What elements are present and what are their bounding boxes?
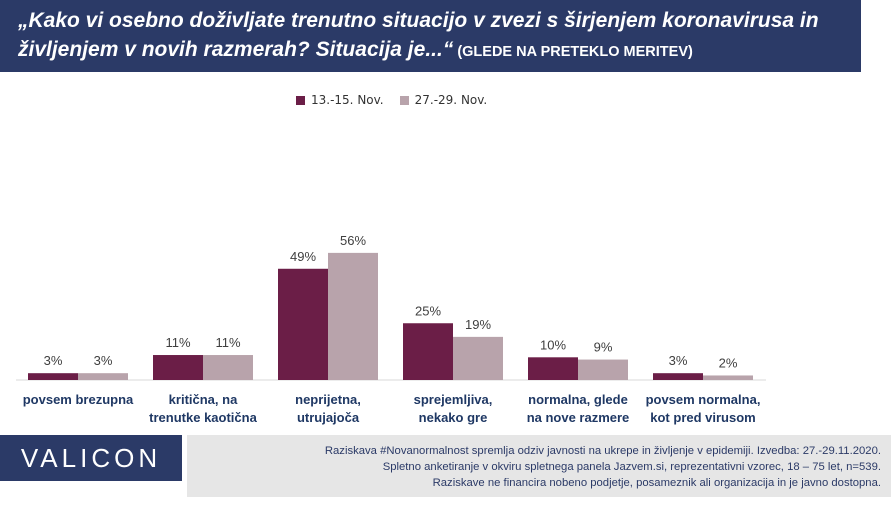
category-label-line: kot pred virusom (650, 410, 755, 425)
category-label-6: povsem normalna, kot pred virusom (646, 392, 761, 425)
data-label-series1-3: 49% (290, 249, 316, 264)
bar-series2-4 (453, 336, 503, 380)
category-label-line: trenutke kaotična (149, 410, 257, 425)
legend-label-series1: 13.-15. Nov. (311, 93, 384, 107)
legend: 13.-15. Nov. 27.-29. Nov. (296, 91, 503, 109)
data-label-series2-2: 11% (215, 335, 240, 350)
title-banner: „Kako vi osebno doživljate trenutno situ… (0, 0, 861, 72)
category-label-5: normalna, glede na nove razmere (527, 392, 630, 425)
category-label-line: utrujajoča (297, 410, 360, 425)
bar-series1-6 (653, 373, 703, 380)
question-text: „Kako vi osebno doživljate trenutno situ… (18, 9, 819, 61)
bar-series2-5 (578, 359, 628, 380)
data-label-series2-1: 3% (94, 353, 113, 368)
bar-series2-1 (78, 373, 128, 380)
category-label-line: povsem brezupna (23, 392, 134, 407)
legend-swatch-series2 (399, 95, 409, 105)
category-label-2: kritična, na trenutke kaotična (149, 392, 257, 425)
legend-swatch-series1 (296, 95, 305, 105)
bar-series1-5 (528, 357, 578, 380)
data-label-series2-5: 9% (594, 340, 613, 355)
bar-series2-3 (328, 252, 378, 380)
chart-title: „Kako vi osebno doživljate trenutno situ… (18, 6, 851, 67)
bar-series1-2 (153, 355, 203, 380)
data-label-series1-6: 3% (669, 353, 688, 368)
data-label-series2-3: 56% (340, 233, 366, 248)
bar-series1-3 (278, 268, 328, 380)
data-label-series1-4: 25% (415, 303, 441, 318)
title-note: (GLEDE NA PRETEKLO MERITEV) (457, 44, 693, 60)
category-label-line: kritična, na (169, 392, 238, 407)
bar-series1-4 (403, 323, 453, 380)
footer-line-1: Raziskava #Novanormalnost spremlja odziv… (324, 445, 881, 457)
data-label-series1-2: 11% (165, 335, 190, 350)
category-label-line: neprijetna, (295, 392, 361, 407)
category-label-line: sprejemljiva, (414, 392, 493, 407)
valicon-logo: VALICON (0, 435, 182, 481)
category-label-4: sprejemljiva, nekako gre (414, 392, 493, 425)
data-label-series1-1: 3% (44, 353, 63, 368)
data-label-series2-6: 2% (719, 355, 738, 370)
category-label-line: normalna, glede (528, 392, 628, 407)
legend-label-series2: 27.-29. Nov. (414, 93, 488, 107)
footer-notes: Raziskava #Novanormalnost spremlja odziv… (187, 435, 891, 497)
bar-series2-2 (203, 355, 253, 380)
category-label-line: na nove razmere (527, 410, 630, 425)
category-label-1: povsem brezupna (23, 392, 134, 407)
category-label-3: neprijetna, utrujajoča (295, 392, 361, 425)
data-label-series1-5: 10% (540, 337, 566, 352)
bar-chart: 3% 3% povsem brezupna 11% 11% kritična, na tre… (16, 233, 766, 425)
legend-item-series1: 13.-15. Nov. (296, 93, 384, 107)
category-label-line: nekako gre (419, 410, 488, 425)
bar-series1-1 (28, 373, 78, 380)
footer-line-2: Spletno anketiranje v okviru spletnega p… (382, 461, 881, 473)
category-label-line: povsem normalna, (646, 392, 761, 407)
legend-item-series2: 27.-29. Nov. (399, 93, 488, 107)
footer-line-3: Raziskave ne financira nobeno podjetje, … (432, 477, 881, 489)
data-label-series2-4: 19% (465, 317, 491, 332)
bar-series2-6 (703, 375, 753, 380)
